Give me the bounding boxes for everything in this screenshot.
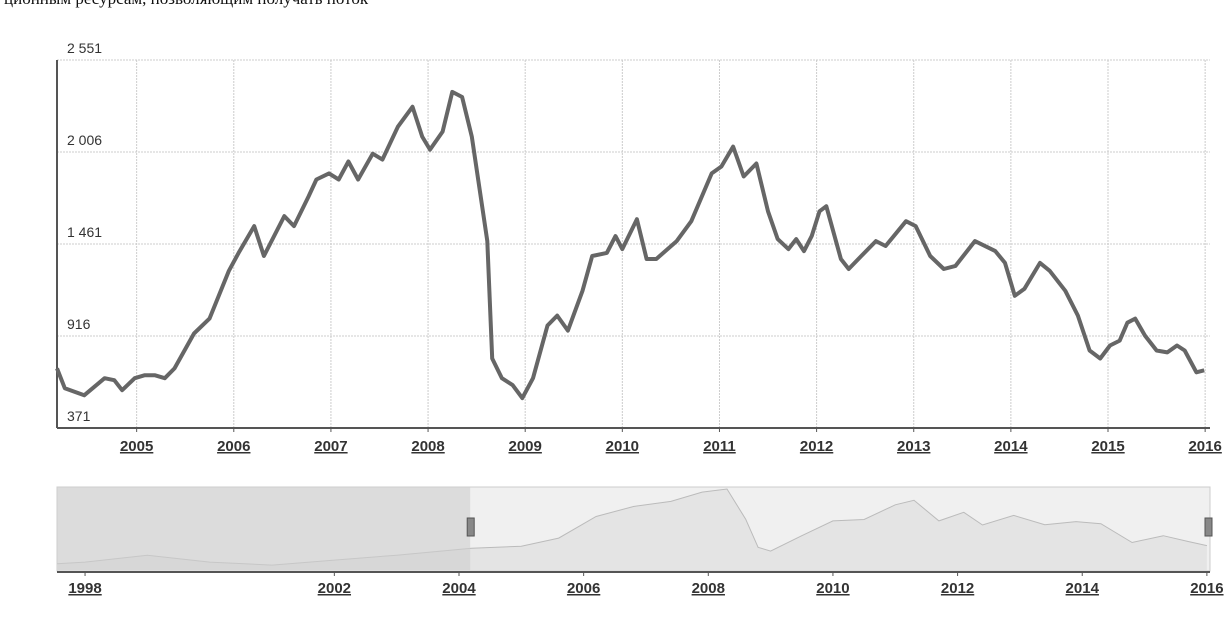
x-tick-label[interactable]: 2014 <box>994 438 1028 455</box>
x-tick-label[interactable]: 2006 <box>217 438 250 455</box>
y-tick-label: 2 551 <box>67 40 102 56</box>
navigator-tick-label[interactable]: 2002 <box>318 580 351 597</box>
navigator-tick-label[interactable]: 2006 <box>567 580 600 597</box>
navigator-tick-label[interactable]: 2016 <box>1190 580 1223 597</box>
x-tick-label[interactable]: 2007 <box>314 438 347 455</box>
navigator-handle-left[interactable] <box>466 517 475 537</box>
price-line <box>55 89 1205 401</box>
navigator-tick-label[interactable]: 2004 <box>442 580 476 597</box>
navigator-tick-label[interactable]: 2012 <box>941 580 974 597</box>
x-tick-label[interactable]: 2008 <box>411 438 444 455</box>
navigator-tick-label[interactable]: 2014 <box>1066 580 1100 597</box>
y-tick-label: 371 <box>67 408 91 424</box>
x-tick-label[interactable]: 2011 <box>703 438 736 455</box>
header-text: ционным ресурсам, позволяющим получать п… <box>4 0 369 8</box>
navigator-handle-right[interactable] <box>1204 517 1213 537</box>
x-tick-label[interactable]: 2009 <box>509 438 542 455</box>
x-tick-label[interactable]: 2016 <box>1188 438 1221 455</box>
x-tick-label[interactable]: 2013 <box>897 438 930 455</box>
navigator-tick-label[interactable]: 1998 <box>68 580 101 597</box>
x-tick-label[interactable]: 2010 <box>606 438 639 455</box>
y-tick-label: 916 <box>67 316 91 332</box>
navigator-tick-label[interactable]: 2010 <box>816 580 849 597</box>
y-tick-label: 2 006 <box>67 132 102 148</box>
x-tick-label[interactable]: 2005 <box>120 438 153 455</box>
x-tick-label[interactable]: 2012 <box>800 438 833 455</box>
navigator-tick-label[interactable]: 2008 <box>692 580 725 597</box>
navigator-fill <box>57 489 1207 570</box>
x-tick-label[interactable]: 2015 <box>1091 438 1124 455</box>
navigator-mask <box>57 487 471 570</box>
y-tick-label: 1 461 <box>67 224 102 240</box>
